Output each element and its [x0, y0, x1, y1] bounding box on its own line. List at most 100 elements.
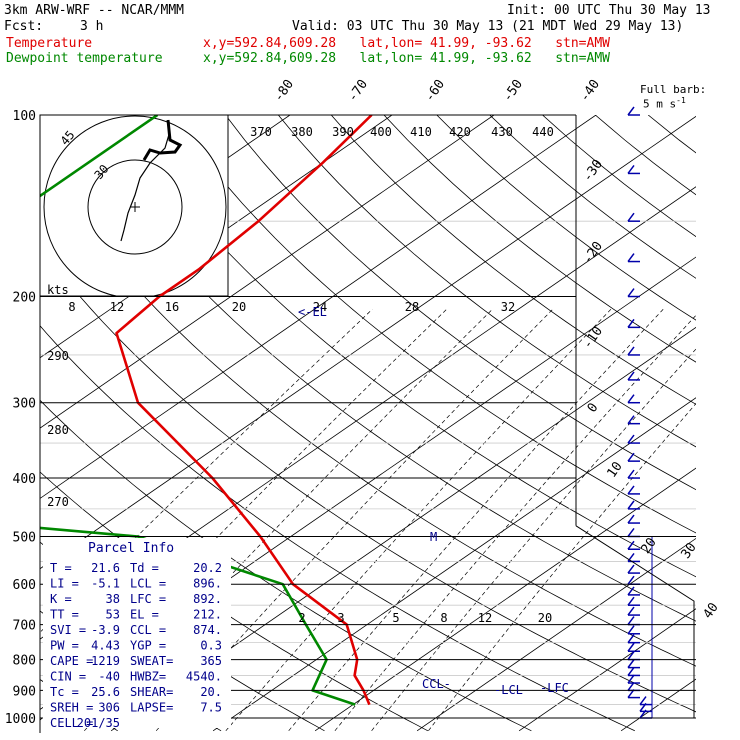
wind-barb-flag: [627, 634, 635, 644]
dry-adiabat-line: [172, 115, 696, 534]
parcel-box-bg: [43, 538, 231, 728]
parcel-info-cell: 20.: [200, 685, 222, 699]
hodograph-trace-upper: [142, 119, 183, 161]
hodograph-x-tick-label: 20: [232, 300, 246, 314]
isotherm-line: [212, 397, 696, 732]
forecast-label: Fcst:: [4, 19, 44, 34]
isotherm-line: [40, 115, 597, 499]
wind-barb-flag: [627, 318, 635, 328]
wind-barb: [627, 564, 640, 574]
wind-barb: [627, 634, 640, 644]
mixing-ratio-label: 8: [440, 611, 447, 625]
parcel-info-cell: 21.6: [91, 561, 120, 575]
theta-e-label: 430: [491, 125, 513, 139]
isotherm-line: [40, 115, 393, 359]
parcel-info-cell: Tc =: [50, 685, 79, 699]
theta-e-label: 420: [449, 125, 471, 139]
parcel-info-cell: CELL =: [50, 716, 93, 730]
dry-adiabat-line: [330, 115, 696, 405]
hodograph-x-tick-label: 8: [68, 300, 75, 314]
parcel-info-cell: -40: [98, 670, 120, 684]
wind-barb: [627, 452, 640, 462]
parcel-info-title: Parcel Info: [88, 541, 174, 556]
parcel-info-cell: 7.5: [200, 701, 222, 715]
parcel-info-cell: 365: [200, 654, 222, 668]
wind-barb: [627, 500, 640, 510]
pressure-tick-label: 1000: [5, 712, 36, 727]
wind-barb-flag: [627, 212, 635, 222]
parcel-info-cell: EL =: [130, 608, 159, 622]
pressure-tick-label: 700: [13, 619, 36, 634]
parcel-info-cell: LAPSE=: [130, 701, 173, 715]
wind-barb: [627, 434, 640, 444]
isotherm-line: [110, 326, 696, 732]
wind-barbs: [627, 106, 653, 719]
dry-adiabat-label: 270: [47, 495, 69, 509]
wind-barb: [627, 212, 640, 222]
parcel-info-cell: CAPE =: [50, 654, 93, 668]
parcel-info-cell: LFC =: [130, 592, 166, 606]
wind-barb: [627, 659, 640, 669]
parcel-info-box: Parcel Info T = 21.6 Td = 20.2 LI = -5.1 LCL = 8…: [43, 538, 231, 730]
pressure-tick-label: 200: [13, 291, 36, 306]
hodograph-frame: [39, 114, 229, 297]
hodograph-x-tick-label: 28: [405, 300, 419, 314]
wind-barb: [627, 642, 640, 652]
dry-adiabat-line: [40, 399, 532, 732]
wind-barb-flag: [627, 674, 635, 684]
hodograph-x-tick-label: 24: [313, 300, 327, 314]
parcel-info-cell: 1219: [91, 654, 120, 668]
el-marker: <-EL: [298, 305, 327, 319]
dry-adiabat-line: [489, 115, 696, 279]
wind-barb-flag: [627, 288, 635, 297]
parcel-info-cell: CCL =: [130, 623, 166, 637]
mixing-ratio-label: 3: [337, 611, 344, 625]
wind-barb: [627, 540, 640, 551]
theta-e-label: 390: [332, 125, 354, 139]
parcel-info-cell: 20.2: [193, 561, 222, 575]
dry-adiabat-line: [225, 115, 696, 491]
wind-barb: [627, 651, 640, 661]
isotherm-tick-label: 10: [604, 459, 625, 480]
parcel-info-cell: 0.3: [200, 639, 222, 653]
pressure-tick-label: 800: [13, 654, 36, 669]
parcel-info-cell: SREH =: [50, 701, 93, 715]
mixing-ratio-label: 5: [392, 611, 399, 625]
wind-barb-flag: [627, 253, 635, 263]
lfc-marker: -LFC: [540, 681, 569, 695]
wind-barb: [627, 528, 640, 538]
wind-barb-flag: [627, 540, 635, 550]
dry-adiabat-line: [595, 115, 696, 196]
dry-adiabat-line: [119, 115, 696, 578]
dry-adiabat-label: 290: [47, 349, 69, 363]
parcel-info-cell: Td =: [130, 561, 159, 575]
barb-key-exponent: -1: [676, 96, 686, 105]
dry-adiabat-line: [66, 115, 696, 622]
wind-barb: [627, 469, 640, 479]
wind-barb: [627, 689, 640, 699]
parcel-info-cell: YGP =: [130, 639, 166, 653]
hodograph-ring-inner: [87, 159, 183, 255]
legend-dewpoint-info: x,y=592.84,609.28 lat,lon= 41.99, -93.62…: [203, 51, 610, 66]
forecast-hour: 3 h: [80, 19, 104, 34]
isotherm-tick-label: -10: [580, 324, 606, 352]
theta-e-label: 400: [370, 125, 392, 139]
wind-barb: [627, 318, 640, 329]
isotherm-tick-label: 0: [585, 400, 602, 415]
wind-barb-flag: [627, 485, 635, 495]
wind-barb-flag: [627, 596, 635, 606]
parcel-info-cell: 892.: [193, 592, 222, 606]
pressure-tick-label: 300: [13, 397, 36, 412]
wind-barb: [627, 415, 640, 425]
hodograph-x-tick-label: 32: [501, 300, 515, 314]
isotherm-line: [314, 467, 696, 732]
parcel-info-cell: -5.1: [91, 577, 120, 591]
wind-barb-flag: [627, 681, 635, 691]
wind-barb-flag: [627, 666, 635, 676]
dry-adiabat-line: [542, 115, 696, 238]
isotherm-line: [416, 537, 696, 732]
wind-barb-flag: [627, 371, 635, 381]
hodograph-x-tick-label: 12: [110, 300, 124, 314]
mixing-ratio-line: [428, 402, 696, 732]
